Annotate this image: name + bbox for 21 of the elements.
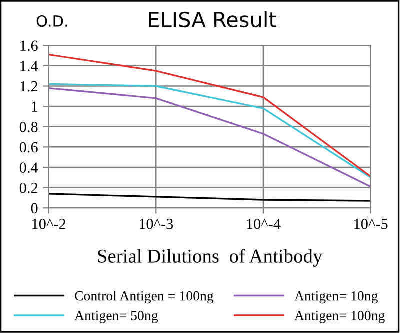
x-tick-label: 10^-5 [354,218,388,230]
legend-label: Control Antigen = 100ng [75,290,214,304]
y-tick-label: 0.2 [20,182,38,194]
y-tick-label: 1.4 [20,61,38,72]
y-tick-label: 1 [32,102,38,112]
y-tick-label: 0.4 [20,162,38,174]
y-axis-title: O.D. [36,15,68,28]
legend-label: Antigen= 50ng [74,311,158,324]
y-tick-label: 0.6 [20,142,38,153]
y-tick-label: 0.8 [20,122,38,132]
legend-label: Antigen= 100ng [294,311,385,324]
line-series [48,193,371,202]
y-tick-label: 1.2 [20,81,38,92]
y-tick-label: 0 [31,203,38,214]
x-tick-label: 10^-2 [32,218,66,230]
chart-title: ELISA Result [149,11,276,28]
x-axis-title: Serial Dilutions of Antibody [98,249,323,267]
legend-label: Antigen= 10ng [294,291,378,304]
x-tick-label: 10^-4 [247,218,281,230]
y-tick-label: 1.6 [20,40,38,52]
x-tick-label: 10^-3 [140,218,174,230]
